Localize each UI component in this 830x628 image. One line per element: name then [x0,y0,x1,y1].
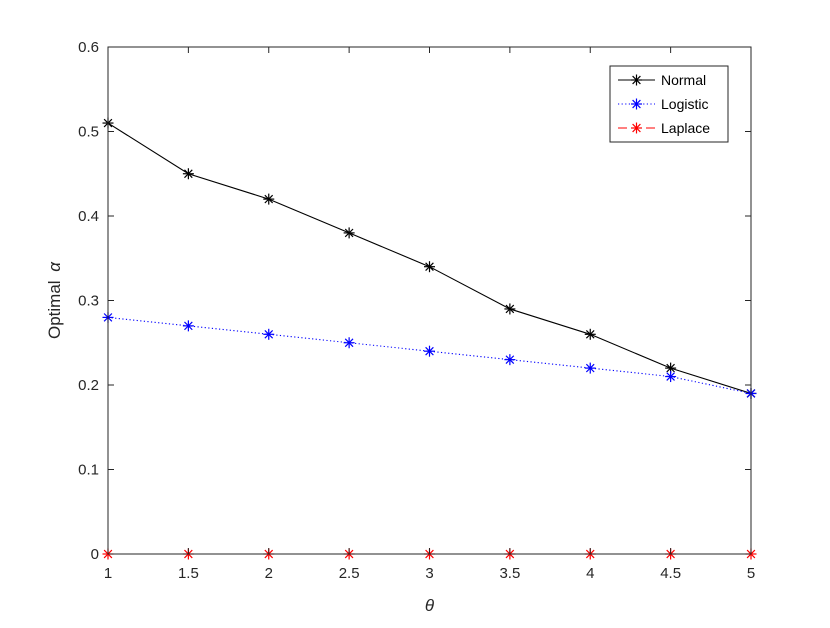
y-tick-label: 0.1 [78,462,99,479]
y-tick-label: 0.5 [78,124,99,141]
x-tick-label: 2.5 [339,565,360,582]
data-point-logistic [182,320,194,332]
data-point-logistic [263,328,275,340]
legend: Normal Logistic Laplace [609,65,729,143]
svg-text:Optimal α: Optimal α [45,261,64,339]
y-tick-label: 0.4 [78,208,99,225]
data-point-logistic [504,354,516,366]
x-tick-label: 4.5 [660,565,681,582]
y-tick-label: 0 [91,546,99,563]
y-tick-label: 0.2 [78,377,99,394]
x-tick-label: 1 [104,565,112,582]
data-point-normal [424,261,435,273]
x-tick-label: 5 [747,565,755,582]
data-point-normal [263,193,275,205]
data-point-normal [182,168,194,180]
x-tick-label: 4 [586,565,594,582]
legend-label-laplace: Laplace [661,120,710,136]
legend-marker-laplace [631,122,642,134]
x-tick-label: 1.5 [178,565,199,582]
legend-marker-logistic [631,98,642,110]
x-tick-label: 2 [265,565,273,582]
y-axis-title-symbol: α [45,261,64,272]
data-point-normal [504,303,516,315]
data-point-normal [584,328,596,340]
data-point-logistic [584,362,596,374]
x-axis-title: θ [425,596,435,615]
y-tick-label: 0.6 [78,39,99,56]
data-point-logistic [343,337,355,349]
data-point-normal [665,362,677,374]
x-tick-label: 3 [425,565,433,582]
y-tick-label: 0.3 [78,293,99,310]
legend-marker-normal [631,74,642,86]
ticks-layer: 1 1.5 2 2.5 3 3.5 4 4.5 5 0 0.1 0.2 0.3 0.4 0.5 0.6 [78,39,755,582]
legend-label-normal: Normal [661,72,706,88]
y-axis-title-text: Optimal [45,280,64,339]
data-point-normal [343,227,355,239]
data-point-logistic [665,371,677,383]
data-point-logistic [424,345,435,357]
y-axis-title: Optimal α [45,261,64,339]
legend-label-logistic: Logistic [661,96,708,112]
x-tick-label: 3.5 [499,565,520,582]
